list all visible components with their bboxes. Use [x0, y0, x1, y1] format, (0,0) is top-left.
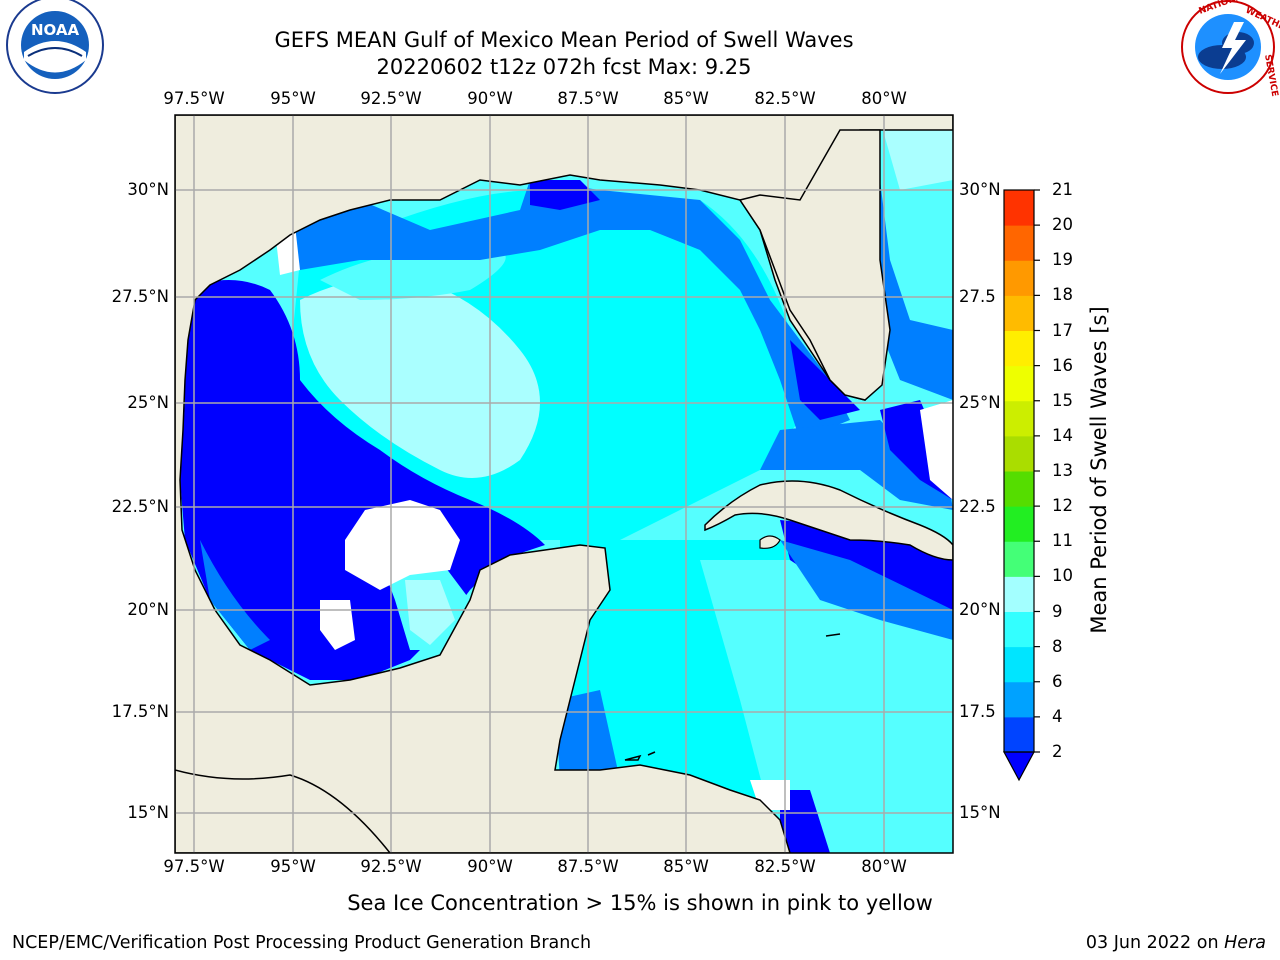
colorbar-segment — [1004, 295, 1034, 331]
lon-tick-top: 85°W — [663, 89, 709, 108]
field-9-10 — [300, 277, 540, 478]
colorbar-tick-label: 2 — [1052, 742, 1063, 761]
lon-tick-top: 90°W — [467, 89, 513, 108]
lon-tick-bottom: 90°W — [467, 857, 513, 876]
colorbar-segment — [1004, 576, 1034, 612]
colorbar-tick-label: 10 — [1052, 566, 1073, 586]
lat-tick-right: 17.5 — [959, 702, 996, 721]
lon-tick-bottom: 97.5°W — [163, 857, 225, 876]
colorbar — [1002, 189, 1040, 782]
colorbar-segment — [1004, 330, 1034, 367]
lat-tick-right: 15°N — [959, 803, 1001, 822]
lon-tick-bottom: 85°W — [663, 857, 709, 876]
lat-tick-left: 30°N — [127, 180, 169, 199]
colorbar-tick-label: 14 — [1052, 425, 1073, 445]
lon-tick-bottom: 87.5°W — [557, 857, 619, 876]
lat-tick-left: 22.5°N — [111, 497, 169, 516]
lat-tick-right: 20°N — [959, 600, 1001, 619]
lat-tick-right: 25°N — [959, 393, 1001, 412]
colorbar-segment — [1004, 716, 1034, 753]
lat-tick-left: 17.5°N — [111, 702, 169, 721]
lat-tick-right: 27.5 — [959, 287, 996, 306]
colorbar-extend-triangle — [1002, 751, 1036, 782]
colorbar-segment — [1004, 646, 1034, 683]
lat-tick-left: 25°N — [127, 393, 169, 412]
map-frame — [174, 114, 954, 854]
colorbar-tick-label: 17 — [1052, 320, 1073, 340]
lon-tick-bottom: 95°W — [270, 857, 316, 876]
colorbar-segment — [1004, 541, 1034, 577]
sea-ice-note: Sea Ice Concentration > 15% is shown in … — [347, 891, 933, 915]
colorbar-segment — [1004, 260, 1034, 296]
lon-tick-top: 92.5°W — [360, 89, 422, 108]
lon-tick-bottom: 80°W — [861, 857, 907, 876]
lat-tick-right: 22.5 — [959, 497, 996, 516]
map-title: GEFS MEAN Gulf of Mexico Mean Period of … — [274, 28, 854, 52]
colorbar-tick-label: 11 — [1052, 531, 1073, 551]
colorbar-segment — [1004, 400, 1034, 437]
lat-tick-right: 30°N — [959, 180, 1001, 199]
colorbar-tick-label: 21 — [1052, 180, 1073, 199]
colorbar-segment — [1004, 190, 1034, 226]
map-area — [175, 115, 953, 853]
colorbar-segment — [1004, 471, 1034, 507]
colorbar-segment — [1004, 506, 1034, 542]
lon-tick-top: 95°W — [270, 89, 316, 108]
colorbar-segment — [1004, 225, 1034, 261]
land-cuba — [704, 480, 953, 561]
lon-tick-top: 82.5°W — [754, 89, 816, 108]
machine-name: Hera — [1224, 933, 1266, 953]
land-florida — [738, 129, 891, 401]
colorbar-tick-label: 18 — [1052, 285, 1073, 305]
nws-logo: NATIONAL WEATHER SERVICE — [1181, 0, 1280, 98]
colorbar-segment — [1004, 681, 1034, 718]
colorbar-segment — [1004, 611, 1034, 648]
lat-tick-left: 15°N — [127, 803, 169, 822]
colorbar-tick-label: 4 — [1052, 706, 1063, 726]
colorbar-tick-label: 15 — [1052, 390, 1073, 410]
colorbar-label: Mean Period of Swell Waves [s] — [1087, 306, 1111, 634]
lat-tick-left: 27.5°N — [111, 287, 169, 306]
lon-tick-bottom: 92.5°W — [360, 857, 422, 876]
colorbar-segment — [1004, 435, 1034, 472]
noaa-logo: NOAA — [6, 0, 104, 94]
colorbar-tick-label: 8 — [1052, 636, 1063, 656]
lat-tick-left: 20°N — [127, 600, 169, 619]
colorbar-tick-label: 9 — [1052, 601, 1063, 621]
field-4-6 — [200, 540, 270, 650]
date-text: 03 Jun 2022 on — [1085, 933, 1219, 953]
colorbar-tick-label: 20 — [1052, 215, 1073, 235]
map-subtitle: 20220602 t12z 072h fcst Max: 9.25 — [376, 55, 752, 79]
date-line: 03 Jun 2022 on Hera — [1086, 933, 1266, 953]
colorbar-tick-label: 19 — [1052, 250, 1073, 270]
graticule — [175, 115, 953, 853]
colorbar-tick-label: 13 — [1052, 461, 1073, 480]
colorbar-tick-label: 6 — [1052, 671, 1063, 691]
colorbar-tick-label: 16 — [1052, 355, 1073, 375]
credit-line: NCEP/EMC/Verification Post Processing Pr… — [12, 933, 592, 953]
colorbar-segment — [1004, 365, 1034, 402]
colorbar-tick-label: 12 — [1052, 496, 1073, 516]
lon-tick-bottom: 82.5°W — [754, 857, 816, 876]
noaa-logo-text: NOAA — [31, 21, 80, 39]
lon-tick-top: 80°W — [861, 89, 907, 108]
lon-tick-top: 87.5°W — [557, 89, 619, 108]
lon-tick-top: 97.5°W — [163, 89, 225, 108]
